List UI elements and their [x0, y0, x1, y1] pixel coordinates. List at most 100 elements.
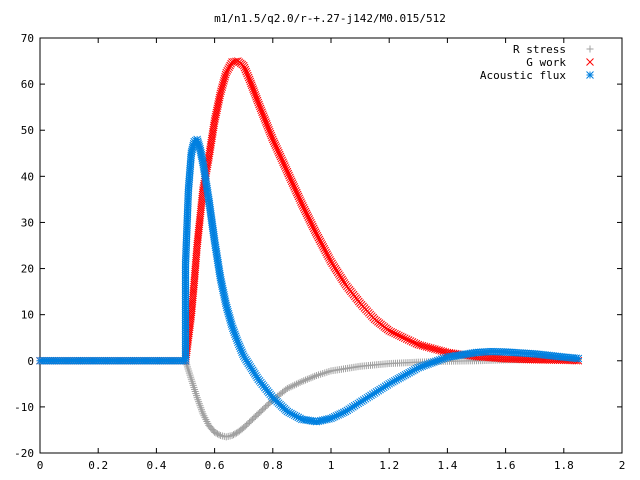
- data-point: [269, 137, 278, 146]
- data-point: [273, 145, 281, 153]
- data-point: [267, 131, 276, 140]
- data-point: [225, 63, 234, 72]
- data-point: [244, 71, 252, 80]
- data-point: [398, 333, 407, 342]
- data-point: [292, 380, 300, 388]
- data-point: [274, 146, 282, 155]
- data-point: [298, 200, 306, 208]
- data-point: [310, 226, 319, 235]
- data-point: [389, 328, 397, 337]
- data-point: [307, 374, 315, 382]
- data-point: [294, 192, 303, 201]
- data-point: [293, 190, 302, 199]
- data-point: [303, 375, 311, 383]
- data-point: [311, 228, 320, 236]
- data-point: [301, 207, 310, 216]
- legend-entry: G work: [526, 56, 594, 69]
- x-tick-0: 0: [37, 38, 44, 472]
- data-point: [280, 162, 289, 170]
- y-tick-label: 10: [21, 309, 34, 322]
- plot-frame: [39, 37, 623, 454]
- data-point: [321, 246, 330, 255]
- data-point: [410, 338, 419, 347]
- data-point: [243, 69, 251, 78]
- data-point: [284, 169, 293, 178]
- x-tick-3: 0.6: [205, 38, 225, 472]
- data-point: [224, 65, 233, 73]
- data-point: [395, 331, 403, 340]
- data-point: [296, 378, 304, 386]
- data-point: [391, 329, 399, 338]
- data-point: [309, 373, 317, 381]
- data-point: [241, 65, 250, 74]
- data-point: [255, 102, 264, 111]
- data-point: [312, 230, 321, 238]
- x-tick-7: 1.4: [437, 38, 458, 472]
- data-point: [279, 158, 287, 167]
- data-point: [292, 188, 301, 197]
- data-point: [318, 241, 327, 249]
- x-tick-label: 2: [619, 459, 626, 472]
- y-tick-3: 10: [21, 309, 622, 322]
- data-point: [323, 250, 331, 259]
- data-point: [281, 164, 290, 172]
- data-point: [307, 218, 315, 227]
- data-point: [315, 235, 324, 244]
- data-point: [292, 186, 300, 195]
- y-tick-0: -20: [14, 447, 622, 460]
- data-point: [286, 173, 294, 182]
- data-point: [214, 430, 222, 438]
- data-point: [270, 139, 279, 148]
- data-point: [262, 118, 270, 126]
- data-point: [407, 367, 415, 376]
- data-point: [288, 179, 297, 187]
- data-point: [275, 150, 284, 159]
- y-tick-label: 30: [21, 216, 34, 229]
- data-point: [574, 354, 583, 363]
- data-point: [256, 104, 265, 113]
- legend-label: R stress: [513, 43, 566, 56]
- data-point: [282, 165, 291, 174]
- axis-ticks: 0 0.2 0.4 0.6 0.8 1 1.2 1.4 1.6 1.8 2 -20 -10 0 10 20 30…: [14, 32, 625, 472]
- y-tick-7: 50: [21, 124, 622, 137]
- data-point: [305, 215, 314, 223]
- data-point: [261, 116, 269, 124]
- data-point: [324, 252, 332, 260]
- x-tick-label: 1.6: [496, 459, 516, 472]
- data-point: [297, 198, 305, 206]
- data-point: [255, 100, 263, 109]
- data-point: [280, 160, 288, 168]
- data-point: [242, 67, 251, 76]
- data-point: [259, 112, 268, 120]
- x-tick-label: 0.4: [146, 459, 166, 472]
- y-tick-label: 20: [21, 263, 34, 276]
- data-point: [266, 129, 275, 138]
- data-point: [393, 330, 401, 339]
- legend-label: Acoustic flux: [480, 69, 566, 82]
- data-point: [271, 141, 280, 149]
- data-point: [272, 143, 281, 151]
- x-tick-label: 0.2: [88, 459, 108, 472]
- data-point: [258, 110, 267, 119]
- y-tick-label: 50: [21, 124, 34, 137]
- x-tick-label: 0: [37, 459, 44, 472]
- data-point: [285, 171, 293, 180]
- data-point: [304, 213, 313, 221]
- y-tick-6: 40: [21, 170, 622, 183]
- data-point: [387, 327, 395, 336]
- data-point: [308, 220, 316, 229]
- data-point: [268, 135, 277, 144]
- data-point: [302, 209, 311, 218]
- data-point: [286, 175, 295, 184]
- y-tick-label: 70: [21, 32, 34, 45]
- y-tick-5: 30: [21, 216, 622, 229]
- data-point: [296, 196, 305, 205]
- data-point: [240, 63, 249, 72]
- data-point: [404, 336, 413, 344]
- x-tick-5: 1: [328, 38, 334, 472]
- y-tick-label: -20: [14, 447, 34, 460]
- data-point: [276, 152, 285, 161]
- series-r-stress: [36, 355, 582, 441]
- data-point: [311, 372, 319, 380]
- data-point: [277, 154, 286, 163]
